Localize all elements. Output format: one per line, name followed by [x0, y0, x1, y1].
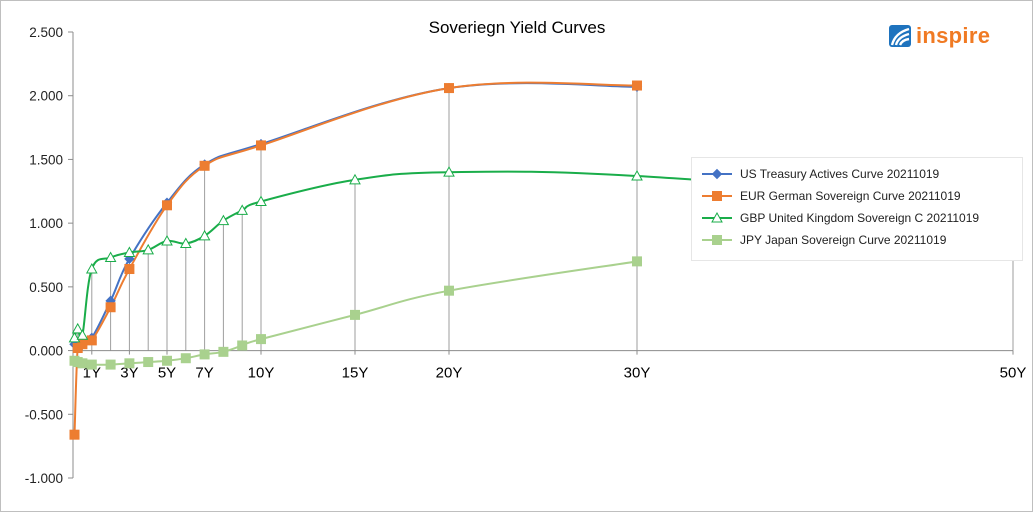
series-3-point [161, 234, 173, 246]
series-4-point [632, 256, 642, 267]
legend-swatch-marker [712, 235, 722, 245]
series-3-point [104, 251, 117, 263]
series-3-point [123, 246, 136, 257]
series-2-point [105, 302, 116, 313]
legend-swatch [702, 235, 732, 245]
y-tick-label: 2.500 [29, 25, 63, 40]
series-4-point [143, 357, 154, 368]
series-3-point [142, 243, 155, 255]
series-3-point [71, 322, 84, 334]
series-3-point [76, 329, 89, 340]
legend-swatch-marker [711, 212, 723, 223]
series-3-point [179, 237, 192, 249]
legend-swatch [702, 168, 732, 180]
series-4-point [237, 340, 248, 351]
series-4-point [180, 353, 191, 364]
x-tick-label: 20Y [436, 365, 463, 382]
drop-lines [74, 85, 1014, 351]
legend-label: EUR German Sovereign Curve 20211019 [740, 189, 961, 203]
x-tick-label: 7Y [195, 365, 213, 382]
series-3-point [255, 195, 267, 206]
legend-label: GBP United Kingdom Sovereign C 20211019 [740, 211, 980, 225]
chart-legend: US Treasury Actives Curve 20211019 EUR Ge… [691, 157, 1023, 261]
series-4-point [350, 309, 360, 320]
inspire-logo: inspire [889, 21, 990, 51]
series-4-point [77, 358, 88, 369]
inspire-logo-text: inspire [916, 23, 991, 48]
y-tick-label: 1.500 [29, 152, 63, 167]
y-tick-label: 0.000 [29, 344, 63, 359]
legend-swatch [702, 212, 732, 223]
y-tick-label: 2.000 [29, 89, 63, 104]
series-line-2 [73, 81, 638, 435]
series-4-point [199, 349, 210, 360]
x-tick-label: 50Y [1000, 365, 1027, 382]
series-2-point [444, 83, 454, 94]
series-3-point [217, 214, 230, 226]
x-tick-label: 10Y [248, 365, 275, 382]
series-2-point [199, 160, 210, 171]
series-2-point [162, 200, 172, 211]
series-2-point [124, 264, 135, 275]
series-3-point [443, 166, 455, 177]
y-tick-label: 0.500 [29, 280, 63, 295]
x-tick-label: 15Y [342, 365, 369, 382]
y-tick-label: -0.500 [25, 407, 63, 422]
series-4-point [86, 359, 97, 370]
legend-item: JPY Japan Sovereign Curve 20211019 [700, 230, 946, 250]
series-2-point [86, 335, 97, 346]
series-4-point [256, 334, 266, 345]
legend-swatch [702, 191, 732, 201]
series-4-point [162, 355, 172, 366]
chart-title: Soveriegn Yield Curves [429, 18, 606, 37]
series-2-point [69, 429, 80, 440]
legend-label: US Treasury Actives Curve 20211019 [740, 167, 940, 181]
legend-swatch-marker [711, 168, 723, 180]
legend-item: US Treasury Actives Curve 20211019 [700, 164, 939, 184]
x-tick-label: 5Y [158, 365, 176, 382]
series-3-point [236, 204, 249, 215]
x-tick-label: 30Y [624, 365, 651, 382]
legend-item: GBP United Kingdom Sovereign C 20211019 [700, 208, 979, 228]
series-3-point [198, 229, 211, 241]
series-2-point [256, 140, 266, 151]
x-tick-label: 3Y [120, 365, 138, 382]
series-line-1 [74, 82, 638, 346]
legend-label: JPY Japan Sovereign Curve 20211019 [740, 233, 947, 247]
series-4-point [124, 358, 135, 369]
y-tick-label: 1.000 [29, 216, 63, 231]
y-tick-label: -1.000 [25, 471, 63, 486]
series-4-point [218, 346, 229, 357]
series-4-point [444, 285, 454, 296]
legend-swatch-marker [712, 191, 722, 201]
series-3-point [631, 169, 643, 181]
series-3-point [349, 173, 361, 185]
inspire-logo-icon [889, 25, 911, 47]
legend-item: EUR German Sovereign Curve 20211019 [700, 186, 961, 206]
series-2-point [632, 80, 642, 91]
series-4-point [105, 359, 116, 370]
series-3-point [85, 262, 98, 274]
